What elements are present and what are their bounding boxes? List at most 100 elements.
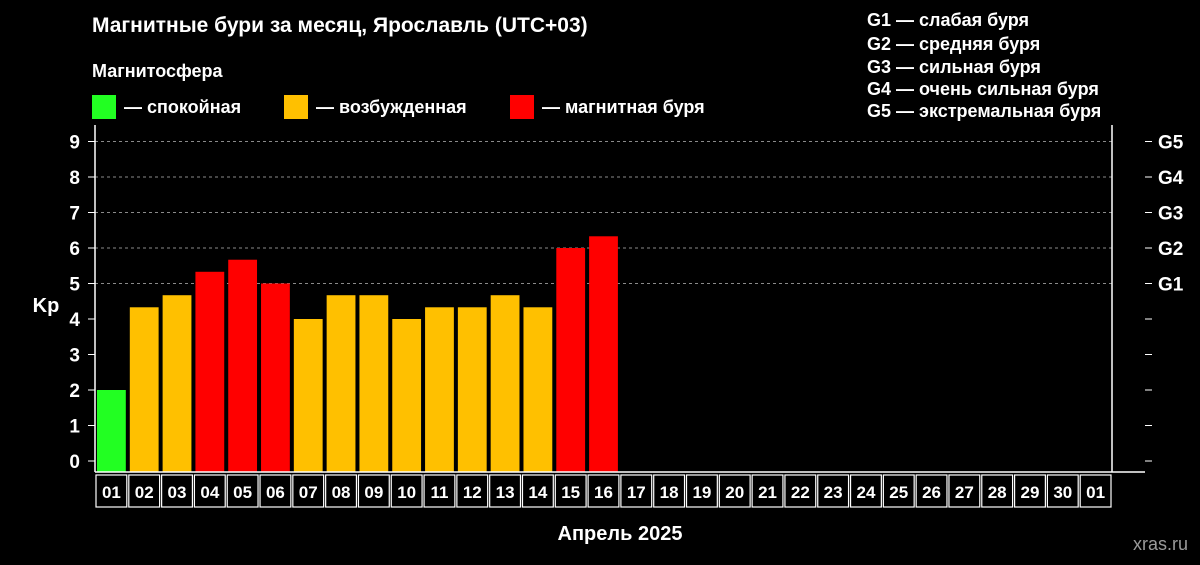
x-category-box-21 xyxy=(751,474,784,508)
x-tick-label-13: 13 xyxy=(496,483,515,502)
x-tick-label-7: 07 xyxy=(299,483,318,502)
x-category-box-2 xyxy=(128,474,161,508)
x-tick-label-26: 26 xyxy=(922,483,941,502)
legend-label-active: — возбужденная xyxy=(316,96,467,117)
x-tick-label-22: 22 xyxy=(791,483,810,502)
legend-swatch-calm xyxy=(92,95,116,119)
x-category-box-11 xyxy=(423,474,456,508)
legend-swatch-storm xyxy=(510,95,534,119)
right-axis-label-g2: G2 xyxy=(1158,239,1183,260)
legend-item-active: — возбужденная xyxy=(284,95,467,119)
x-category-box-30 xyxy=(1046,474,1079,508)
bars xyxy=(97,236,618,472)
bar-7 xyxy=(293,319,323,472)
legend-label-storm: — магнитная буря xyxy=(542,96,705,117)
x-category-box-23 xyxy=(817,474,850,508)
bar-11 xyxy=(425,307,454,472)
bar-5 xyxy=(228,259,258,472)
chart-title: Магнитные бури за месяц, Ярославль (UTC+… xyxy=(92,14,588,37)
watermark: xras.ru xyxy=(1132,534,1188,554)
y-tick-label-4: 4 xyxy=(69,310,80,331)
y-tick-label-9: 9 xyxy=(69,133,80,154)
x-category-box-16 xyxy=(587,474,620,508)
x-category-box-17 xyxy=(620,474,653,508)
bar-15 xyxy=(556,248,586,472)
x-tick-label-23: 23 xyxy=(824,483,843,502)
y-tick-label-8: 8 xyxy=(69,168,80,189)
bar-16 xyxy=(589,236,618,472)
plot-frame xyxy=(94,125,1145,473)
x-category-box-5 xyxy=(226,474,259,508)
x-category-box-9 xyxy=(357,474,390,508)
y-tick-label-1: 1 xyxy=(69,417,80,438)
x-category-box-6 xyxy=(259,474,292,508)
x-tick-label-16: 16 xyxy=(594,483,613,502)
y-axis: 0 1 2 3 4 5 6 7 8 9 xyxy=(69,133,95,473)
storm-level-g3: G3 — сильная буря xyxy=(867,57,1041,77)
right-axis-label-g5: G5 xyxy=(1158,133,1184,154)
x-category-box-27 xyxy=(948,474,981,508)
x-category-box-1 xyxy=(95,474,128,508)
x-category-box-20 xyxy=(718,474,751,508)
legend-swatch-active xyxy=(284,95,308,119)
x-category-box-12 xyxy=(456,474,489,508)
x-tick-label-14: 14 xyxy=(528,483,547,502)
x-tick-label-30: 30 xyxy=(1053,483,1072,502)
storm-level-g5: G5 — экстремальная буря xyxy=(867,101,1102,121)
x-tick-label-4: 04 xyxy=(200,483,219,502)
bar-13 xyxy=(490,295,520,472)
bar-1 xyxy=(97,390,126,472)
x-tick-label-18: 18 xyxy=(660,483,679,502)
y-axis-label: Kp xyxy=(33,295,60,317)
x-tick-label-1: 01 xyxy=(102,483,121,502)
bar-6 xyxy=(261,283,290,472)
legend-label-calm: — спокойная xyxy=(124,96,242,117)
x-tick-label-27: 27 xyxy=(955,483,974,502)
x-tick-label-8: 08 xyxy=(332,483,351,502)
x-tick-label-10: 10 xyxy=(397,483,416,502)
legend-item-calm: — спокойная xyxy=(92,95,241,119)
storm-level-g4: G4 — очень сильная буря xyxy=(867,79,1099,99)
bar-2 xyxy=(129,307,159,472)
x-category-box-24 xyxy=(849,474,882,508)
legend-title: Магнитосфера xyxy=(92,61,223,81)
x-category-box-25 xyxy=(882,474,915,508)
x-category-box-4 xyxy=(193,474,226,508)
x-axis-label: Апрель 2025 xyxy=(558,523,683,545)
x-tick-label-5: 05 xyxy=(233,483,252,502)
y-tick-label-5: 5 xyxy=(69,275,80,296)
x-category-box-19 xyxy=(685,474,718,508)
right-axis-label-g1: G1 xyxy=(1158,275,1184,296)
x-category-box-3 xyxy=(161,474,194,508)
x-tick-label-31: 01 xyxy=(1086,483,1105,502)
x-category-box-15 xyxy=(554,474,587,508)
x-tick-label-15: 15 xyxy=(561,483,580,502)
bar-9 xyxy=(359,295,389,472)
x-category-box-14 xyxy=(521,474,554,508)
x-category-box-7 xyxy=(292,474,325,508)
y-tick-label-7: 7 xyxy=(69,204,80,225)
x-category-box-8 xyxy=(325,474,358,508)
legend-item-storm: — магнитная буря xyxy=(510,95,705,119)
x-axis: 01 02 03 04 05 06 07 08 09 10 11 12 13 14 15 16 17 18 19 20… xyxy=(95,474,1112,508)
y-tick-label-3: 3 xyxy=(69,346,80,367)
x-category-box-29 xyxy=(1013,474,1046,508)
x-tick-label-20: 20 xyxy=(725,483,744,502)
x-tick-label-3: 03 xyxy=(168,483,187,502)
bar-12 xyxy=(457,307,487,472)
y-tick-label-2: 2 xyxy=(69,381,80,402)
x-category-box-18 xyxy=(653,474,686,508)
x-tick-label-2: 02 xyxy=(135,483,154,502)
x-tick-label-9: 09 xyxy=(364,483,383,502)
x-tick-label-29: 29 xyxy=(1021,483,1040,502)
storm-level-g2: G2 — средняя буря xyxy=(867,34,1041,54)
x-category-box-10 xyxy=(390,474,423,508)
x-category-box-31 xyxy=(1079,474,1112,508)
storm-level-g1: G1 — слабая буря xyxy=(867,10,1030,30)
x-category-box-26 xyxy=(915,474,948,508)
x-tick-label-11: 11 xyxy=(430,483,448,502)
y-tick-label-0: 0 xyxy=(69,452,80,473)
right-axis: G1 G2 G3 G4 G5 xyxy=(1145,133,1184,462)
x-category-box-28 xyxy=(981,474,1014,508)
